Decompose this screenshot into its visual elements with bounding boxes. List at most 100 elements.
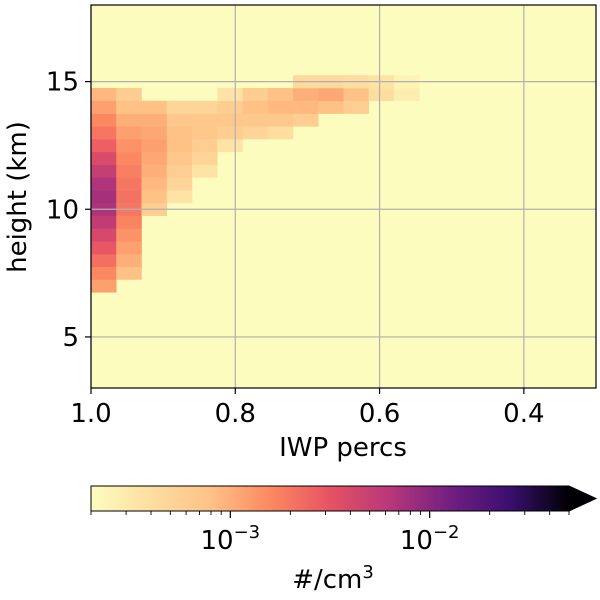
colorbar-ticks: 10−3 10−2 (90, 511, 570, 556)
heatmap-cell (141, 100, 168, 114)
heatmap-cell (192, 164, 218, 178)
colorbar-label: #/cm3 (292, 562, 374, 595)
heatmap-cell (267, 113, 294, 127)
heatmap-cell (293, 100, 319, 114)
heatmap-cell (91, 151, 117, 165)
y-axis-ticks: 5 10 15 (46, 68, 91, 353)
heatmap-cell (166, 177, 193, 191)
heatmap-cell (192, 113, 218, 127)
heatmap-cell (141, 113, 168, 127)
heatmap-cell (91, 266, 117, 280)
heatmap-cell (166, 100, 193, 114)
plot-area: 1.0 0.8 0.6 0.4 5 10 15 (46, 4, 597, 429)
heatmap-cell (91, 241, 117, 255)
x-axis-label: IWP percs (279, 433, 407, 463)
heatmap-cell (116, 253, 142, 268)
heatmap-cell (217, 139, 243, 153)
heatmap-cell (242, 87, 269, 102)
heatmap-cell (217, 100, 243, 114)
heatmap-cell (166, 151, 193, 165)
heatmap-cell (116, 241, 142, 255)
heatmap-cell (293, 87, 319, 102)
heatmap-cell (368, 87, 395, 102)
y-axis-label: height (km) (3, 121, 33, 273)
x-tick-label: 1.0 (70, 399, 111, 429)
x-tick-label: 0.8 (215, 399, 256, 429)
heatmap-cell (141, 151, 168, 165)
y-tick-label: 5 (62, 323, 79, 353)
colorbar-label-text: #/cm (292, 565, 362, 595)
heatmap-cell (166, 164, 193, 178)
heatmap-cell (242, 126, 269, 140)
heatmap-cell (91, 177, 117, 191)
heatmap-cell (166, 113, 193, 127)
heatmap-cell (116, 228, 142, 242)
heatmap-cell (242, 100, 269, 114)
colorbar-extend-arrow (569, 486, 596, 511)
heatmap-cell (91, 87, 117, 102)
heatmap-cell (91, 164, 117, 178)
heatmap-cell (293, 113, 319, 127)
heatmap-cell (116, 215, 142, 229)
heatmap-cell (267, 87, 294, 102)
heatmap-cell (141, 164, 168, 178)
x-tick-label: 0.6 (359, 399, 400, 429)
heatmap-cell (91, 228, 117, 242)
heatmap-cell (116, 113, 142, 127)
heatmap-cell (267, 100, 294, 114)
heatmap-cell (91, 113, 117, 127)
heatmap-cell (116, 100, 142, 114)
y-tick-label: 15 (46, 68, 79, 98)
colorbar-tick-base: 10 (201, 526, 234, 556)
heatmap-cell (116, 177, 142, 191)
heatmap-cell (141, 177, 168, 191)
heatmap-cell (217, 87, 243, 102)
heatmap-cell (116, 164, 142, 178)
heatmap-cell (166, 190, 193, 204)
colorbar: 10−3 10−2 #/cm3 (90, 485, 598, 595)
colorbar-tick-exponent: −3 (234, 522, 261, 543)
colorbar-tick-label: 10−2 (400, 522, 460, 556)
x-tick-label: 0.4 (503, 399, 544, 429)
heatmap-cell (242, 113, 269, 127)
x-axis-ticks: 1.0 0.8 0.6 0.4 (70, 388, 545, 429)
heatmap-cell (141, 190, 168, 204)
heatmap-cell (141, 126, 168, 140)
heatmap-cells (91, 75, 420, 293)
y-tick-label: 10 (46, 195, 79, 225)
heatmap-cell (394, 87, 420, 102)
heatmap-cell (217, 113, 243, 127)
heatmap-cell (318, 87, 344, 102)
heatmap-cell (91, 279, 117, 293)
heatmap-cell (91, 215, 117, 229)
heatmap-cell (166, 139, 193, 153)
heatmap-cell (267, 126, 294, 140)
heatmap-cell (343, 87, 370, 102)
heatmap-cell (116, 87, 142, 102)
heatmap-cell (116, 151, 142, 165)
colorbar-tick-base: 10 (400, 526, 433, 556)
heatmap-cell (91, 100, 117, 114)
colorbar-tick-exponent: −2 (433, 522, 460, 543)
heatmap-cell (91, 190, 117, 204)
colorbar-outline (90, 485, 598, 512)
heatmap-cell (192, 126, 218, 140)
colorbar-label-superscript: 3 (362, 562, 373, 583)
heatmap-cell (217, 126, 243, 140)
heatmap-cell (141, 139, 168, 153)
heatmap-cell (116, 139, 142, 153)
heatmap-cell (318, 100, 344, 114)
heatmap-cell (192, 151, 218, 165)
heatmap-cell (192, 100, 218, 114)
heatmap-cell (116, 190, 142, 204)
heatmap-cell (192, 139, 218, 153)
heatmap-cell (91, 253, 117, 268)
heatmap-cell (116, 266, 142, 280)
colorbar-gradient (91, 486, 569, 511)
heatmap-cell (116, 126, 142, 140)
plot-frame (90, 4, 597, 389)
heatmap-cell (343, 100, 370, 114)
colorbar-tick-label: 10−3 (201, 522, 261, 556)
heatmap-cell (166, 126, 193, 140)
